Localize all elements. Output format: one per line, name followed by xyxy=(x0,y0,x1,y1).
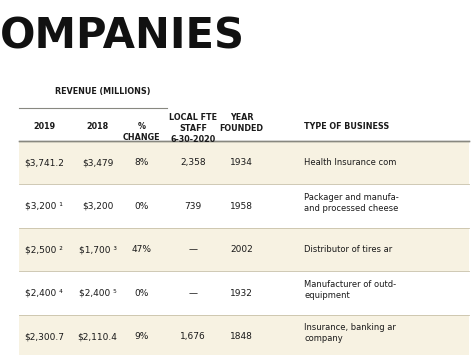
Text: 2019: 2019 xyxy=(33,122,55,131)
Bar xyxy=(18,272,469,315)
Text: $2,400 ⁵: $2,400 ⁵ xyxy=(79,289,117,298)
Text: —: — xyxy=(188,289,197,298)
Text: 1932: 1932 xyxy=(230,289,253,298)
Text: TYPE OF BUSINESS: TYPE OF BUSINESS xyxy=(304,122,390,131)
Text: 1958: 1958 xyxy=(230,202,253,211)
Text: 1934: 1934 xyxy=(230,158,253,167)
Text: 0%: 0% xyxy=(135,202,149,211)
Text: $2,300.7: $2,300.7 xyxy=(24,332,64,341)
Text: Insurance, banking ar
company: Insurance, banking ar company xyxy=(304,323,396,343)
Bar xyxy=(18,228,469,272)
Text: 1848: 1848 xyxy=(230,332,253,341)
Bar xyxy=(18,185,469,228)
Text: YEAR
FOUNDED: YEAR FOUNDED xyxy=(219,113,264,133)
Text: OMPANIES: OMPANIES xyxy=(0,16,245,58)
Text: %
CHANGE: % CHANGE xyxy=(123,122,161,142)
Bar xyxy=(18,141,469,185)
Text: 2018: 2018 xyxy=(87,122,109,131)
Text: 1,676: 1,676 xyxy=(180,332,206,341)
Text: $1,700 ³: $1,700 ³ xyxy=(79,245,117,254)
Text: LOCAL FTE
STAFF
6-30-2020: LOCAL FTE STAFF 6-30-2020 xyxy=(169,113,217,144)
Text: 2002: 2002 xyxy=(230,245,253,254)
Text: Distributor of tires ar: Distributor of tires ar xyxy=(304,245,392,254)
Text: $3,200: $3,200 xyxy=(82,202,113,211)
Text: $2,110.4: $2,110.4 xyxy=(78,332,118,341)
Text: —: — xyxy=(188,245,197,254)
Text: Manufacturer of outd-
equipment: Manufacturer of outd- equipment xyxy=(304,280,396,300)
Text: $2,500 ²: $2,500 ² xyxy=(25,245,63,254)
Text: 8%: 8% xyxy=(135,158,149,167)
Bar xyxy=(18,315,469,355)
Text: 9%: 9% xyxy=(135,332,149,341)
Text: 739: 739 xyxy=(184,202,201,211)
Text: Packager and manufa-
and processed cheesе: Packager and manufa- and processed chees… xyxy=(304,193,399,213)
Text: $3,200 ¹: $3,200 ¹ xyxy=(25,202,63,211)
Text: Health Insurance com: Health Insurance com xyxy=(304,158,397,167)
Text: 47%: 47% xyxy=(132,245,152,254)
Text: REVENUE (MILLIONS): REVENUE (MILLIONS) xyxy=(55,87,150,96)
Text: 0%: 0% xyxy=(135,289,149,298)
Text: $3,479: $3,479 xyxy=(82,158,113,167)
Text: 2,358: 2,358 xyxy=(180,158,206,167)
Text: $2,400 ⁴: $2,400 ⁴ xyxy=(25,289,63,298)
Text: $3,741.2: $3,741.2 xyxy=(24,158,64,167)
